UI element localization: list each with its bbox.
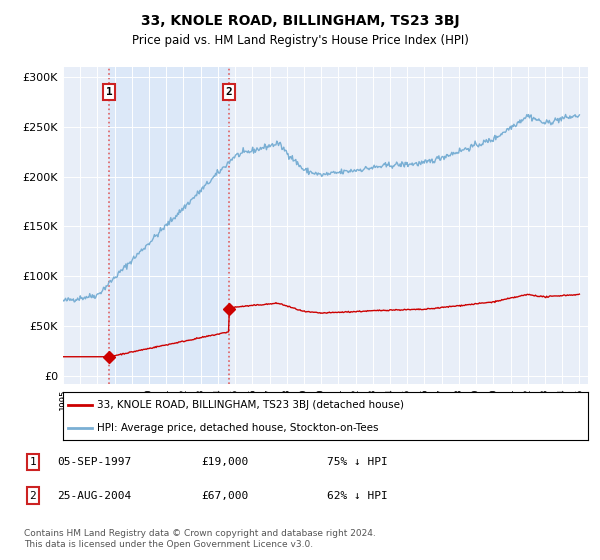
Text: £67,000: £67,000 — [201, 491, 248, 501]
Text: 33, KNOLE ROAD, BILLINGHAM, TS23 3BJ (detached house): 33, KNOLE ROAD, BILLINGHAM, TS23 3BJ (de… — [97, 400, 404, 410]
Text: Price paid vs. HM Land Registry's House Price Index (HPI): Price paid vs. HM Land Registry's House … — [131, 34, 469, 46]
Text: 2: 2 — [226, 87, 232, 97]
Text: 05-SEP-1997: 05-SEP-1997 — [57, 457, 131, 467]
Text: Contains HM Land Registry data © Crown copyright and database right 2024.
This d: Contains HM Land Registry data © Crown c… — [24, 529, 376, 549]
Text: 62% ↓ HPI: 62% ↓ HPI — [327, 491, 388, 501]
Text: 2: 2 — [29, 491, 37, 501]
Text: 25-AUG-2004: 25-AUG-2004 — [57, 491, 131, 501]
Text: 33, KNOLE ROAD, BILLINGHAM, TS23 3BJ: 33, KNOLE ROAD, BILLINGHAM, TS23 3BJ — [140, 14, 460, 28]
Text: 1: 1 — [29, 457, 37, 467]
Bar — [109, 67, 229, 384]
Text: £19,000: £19,000 — [201, 457, 248, 467]
Text: 1: 1 — [106, 87, 112, 97]
Text: 75% ↓ HPI: 75% ↓ HPI — [327, 457, 388, 467]
Text: HPI: Average price, detached house, Stockton-on-Tees: HPI: Average price, detached house, Stoc… — [97, 423, 379, 433]
